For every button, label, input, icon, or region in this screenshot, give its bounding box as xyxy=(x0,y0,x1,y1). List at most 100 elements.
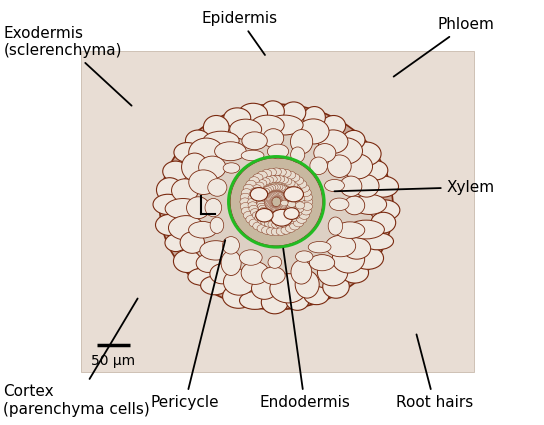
Ellipse shape xyxy=(243,184,254,192)
Ellipse shape xyxy=(281,187,289,193)
Ellipse shape xyxy=(332,245,364,273)
Ellipse shape xyxy=(282,218,292,226)
Ellipse shape xyxy=(282,178,292,185)
Ellipse shape xyxy=(272,213,281,220)
Ellipse shape xyxy=(295,271,319,298)
Ellipse shape xyxy=(286,192,294,198)
Ellipse shape xyxy=(253,222,263,230)
Ellipse shape xyxy=(248,195,257,202)
Ellipse shape xyxy=(286,171,296,179)
Ellipse shape xyxy=(283,188,292,195)
Ellipse shape xyxy=(266,194,274,200)
Ellipse shape xyxy=(280,201,288,207)
Ellipse shape xyxy=(262,267,285,284)
Ellipse shape xyxy=(215,142,246,161)
Ellipse shape xyxy=(280,202,287,208)
Ellipse shape xyxy=(289,214,298,221)
Ellipse shape xyxy=(281,200,288,206)
Ellipse shape xyxy=(271,207,279,212)
Ellipse shape xyxy=(253,174,263,181)
Ellipse shape xyxy=(268,144,289,159)
Ellipse shape xyxy=(222,237,239,254)
Ellipse shape xyxy=(277,205,285,211)
Ellipse shape xyxy=(291,212,300,219)
Ellipse shape xyxy=(199,156,226,179)
Ellipse shape xyxy=(165,234,187,252)
Ellipse shape xyxy=(286,291,309,310)
Ellipse shape xyxy=(287,194,295,201)
Ellipse shape xyxy=(153,194,183,215)
Ellipse shape xyxy=(222,284,255,308)
Ellipse shape xyxy=(370,200,400,220)
Ellipse shape xyxy=(163,161,188,182)
Ellipse shape xyxy=(259,207,268,214)
Ellipse shape xyxy=(210,264,234,284)
Ellipse shape xyxy=(289,222,300,230)
Ellipse shape xyxy=(174,250,201,272)
Ellipse shape xyxy=(266,115,303,135)
Ellipse shape xyxy=(279,176,288,184)
Ellipse shape xyxy=(196,254,221,272)
Ellipse shape xyxy=(265,202,273,208)
Ellipse shape xyxy=(268,184,276,191)
Ellipse shape xyxy=(293,188,302,195)
Ellipse shape xyxy=(268,221,277,228)
Ellipse shape xyxy=(279,220,288,227)
Ellipse shape xyxy=(308,241,331,253)
Ellipse shape xyxy=(157,178,183,202)
Ellipse shape xyxy=(281,227,291,234)
Ellipse shape xyxy=(274,191,281,197)
Ellipse shape xyxy=(281,199,288,205)
Ellipse shape xyxy=(276,227,286,235)
Ellipse shape xyxy=(366,161,388,180)
Ellipse shape xyxy=(251,277,277,299)
Ellipse shape xyxy=(165,198,201,219)
Ellipse shape xyxy=(264,176,274,184)
Ellipse shape xyxy=(261,178,270,185)
Ellipse shape xyxy=(270,213,278,220)
Text: Pericycle: Pericycle xyxy=(151,240,225,410)
Ellipse shape xyxy=(250,188,259,195)
Ellipse shape xyxy=(302,193,312,201)
Ellipse shape xyxy=(318,130,348,153)
Ellipse shape xyxy=(208,178,227,196)
Ellipse shape xyxy=(249,191,258,198)
Ellipse shape xyxy=(269,206,276,212)
Ellipse shape xyxy=(205,198,222,217)
Ellipse shape xyxy=(267,168,276,176)
Ellipse shape xyxy=(257,217,267,224)
Text: Root hairs: Root hairs xyxy=(395,334,473,410)
Ellipse shape xyxy=(275,213,283,220)
Ellipse shape xyxy=(242,132,267,150)
Ellipse shape xyxy=(266,204,274,209)
Ellipse shape xyxy=(251,115,284,135)
Text: Exodermis
(sclerenchyma): Exodermis (sclerenchyma) xyxy=(3,26,132,106)
Ellipse shape xyxy=(290,147,305,162)
Ellipse shape xyxy=(280,196,288,202)
Ellipse shape xyxy=(263,210,271,217)
Ellipse shape xyxy=(296,180,307,188)
Ellipse shape xyxy=(283,209,292,215)
Text: Xylem: Xylem xyxy=(335,180,494,195)
Ellipse shape xyxy=(270,184,278,190)
Ellipse shape xyxy=(277,212,285,219)
Ellipse shape xyxy=(281,198,288,204)
Text: Cortex
(parenchyma cells): Cortex (parenchyma cells) xyxy=(3,298,150,416)
Ellipse shape xyxy=(289,182,298,189)
Ellipse shape xyxy=(262,227,272,234)
Ellipse shape xyxy=(279,194,287,200)
Ellipse shape xyxy=(258,192,267,198)
Ellipse shape xyxy=(279,212,288,218)
Ellipse shape xyxy=(272,184,281,190)
Ellipse shape xyxy=(294,191,304,198)
Ellipse shape xyxy=(371,212,395,233)
Ellipse shape xyxy=(189,221,217,238)
Text: Endodermis: Endodermis xyxy=(259,249,350,410)
Ellipse shape xyxy=(270,206,277,212)
Ellipse shape xyxy=(249,205,258,212)
Ellipse shape xyxy=(352,247,384,269)
Ellipse shape xyxy=(201,276,229,295)
Bar xyxy=(81,51,474,371)
Ellipse shape xyxy=(267,193,274,199)
Ellipse shape xyxy=(276,192,284,198)
